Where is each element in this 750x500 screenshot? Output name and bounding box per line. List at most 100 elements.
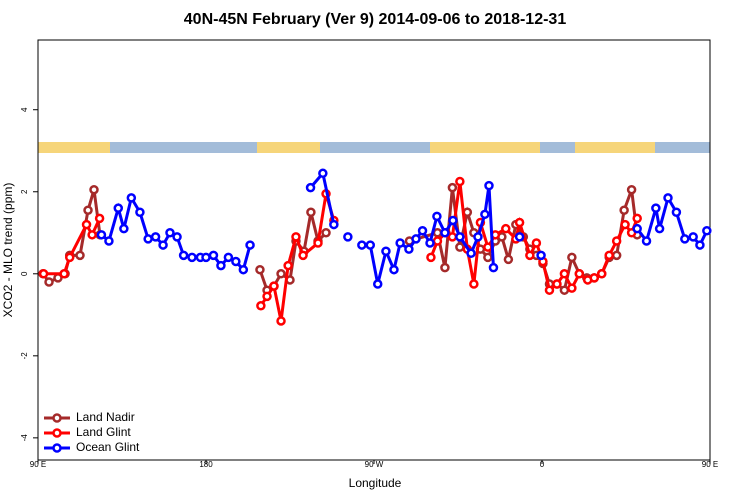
data-point [432, 211, 442, 222]
data-point [611, 236, 622, 246]
data-point [559, 269, 570, 279]
land-strip [38, 142, 110, 153]
data-point [440, 262, 450, 273]
data-point [395, 238, 405, 248]
data-point [483, 252, 493, 263]
data-point [514, 232, 525, 242]
data-point [596, 269, 607, 279]
data-point [448, 215, 458, 226]
data-point [187, 252, 197, 263]
data-point [425, 238, 435, 248]
data-point [329, 219, 339, 230]
y-axis-label: XCO2 - MLO trend (ppm) [1, 183, 15, 318]
data-point [276, 316, 286, 326]
data-point [104, 236, 114, 246]
data-point [469, 279, 479, 289]
data-point [525, 250, 535, 261]
data-point [688, 232, 698, 242]
data-point [150, 232, 161, 242]
data-point [404, 244, 414, 254]
data-point [514, 217, 525, 228]
data-point [318, 168, 328, 179]
data-point [172, 232, 182, 242]
land-strip [430, 142, 540, 153]
data-point [536, 250, 546, 261]
data-point [440, 228, 450, 238]
land-strip [257, 142, 320, 153]
data-point [503, 254, 514, 265]
data-point [313, 238, 323, 248]
data-point [89, 184, 99, 195]
chart-title: 40N-45N February (Ver 9) 2014-09-06 to 2… [184, 11, 567, 28]
data-point [343, 232, 353, 242]
data-point [574, 269, 585, 279]
data-point [695, 240, 705, 250]
data-point [365, 240, 376, 250]
plot-frame [37, 39, 711, 461]
data-point [620, 219, 630, 230]
data-point [411, 234, 421, 244]
data-point [119, 223, 129, 234]
x-tick-label: 90 E [30, 460, 46, 469]
land-ocean-strip [38, 142, 710, 153]
y-tick-label: 0 [20, 271, 29, 276]
data-point [651, 203, 661, 213]
data-point [262, 291, 272, 302]
data-point [484, 180, 494, 191]
data-point [372, 279, 383, 289]
data-point [483, 242, 493, 252]
data-point [83, 205, 93, 215]
data-point [231, 256, 241, 267]
data-point [501, 223, 511, 234]
land-strip [575, 142, 655, 153]
x-axis-label: Longitude [349, 476, 402, 490]
data-point [426, 252, 436, 263]
data-point [283, 260, 293, 271]
legend-label: Ocean Glint [76, 440, 140, 454]
data-point [238, 264, 249, 275]
data-point [567, 252, 577, 263]
data-point [269, 281, 279, 291]
data-point [559, 285, 570, 295]
data-point [245, 240, 255, 250]
data-point [432, 236, 443, 246]
data-point [291, 232, 301, 242]
data-point [96, 230, 107, 240]
data-point [81, 219, 92, 230]
data-point [611, 250, 622, 261]
data-point [38, 269, 49, 279]
data-point [680, 234, 690, 244]
data-point [126, 193, 137, 203]
data-point [480, 209, 490, 220]
data-point [455, 232, 465, 242]
legend-label: Land Glint [76, 425, 131, 439]
data-point [552, 279, 562, 289]
data-point [135, 207, 145, 218]
data-point [619, 205, 629, 215]
y-tick-label: -4 [20, 434, 29, 442]
data-point [488, 262, 499, 273]
data-point [671, 207, 682, 218]
data-point [567, 283, 577, 293]
data-point [589, 273, 600, 283]
series-line [41, 187, 639, 293]
data-point [178, 250, 189, 261]
data-point [641, 236, 652, 246]
data-point [44, 277, 54, 287]
data-point [143, 234, 153, 244]
data-point [158, 240, 168, 250]
data-point [447, 182, 458, 193]
data-point [256, 301, 266, 311]
data-point [306, 207, 316, 218]
data-point [321, 228, 331, 238]
data-point [447, 232, 458, 242]
data-point [305, 182, 316, 193]
data-point [455, 176, 465, 187]
y-tick-label: -2 [20, 352, 29, 360]
data-point [632, 223, 642, 234]
data-point [64, 252, 75, 263]
data-point [276, 269, 286, 279]
data-point [432, 228, 443, 238]
